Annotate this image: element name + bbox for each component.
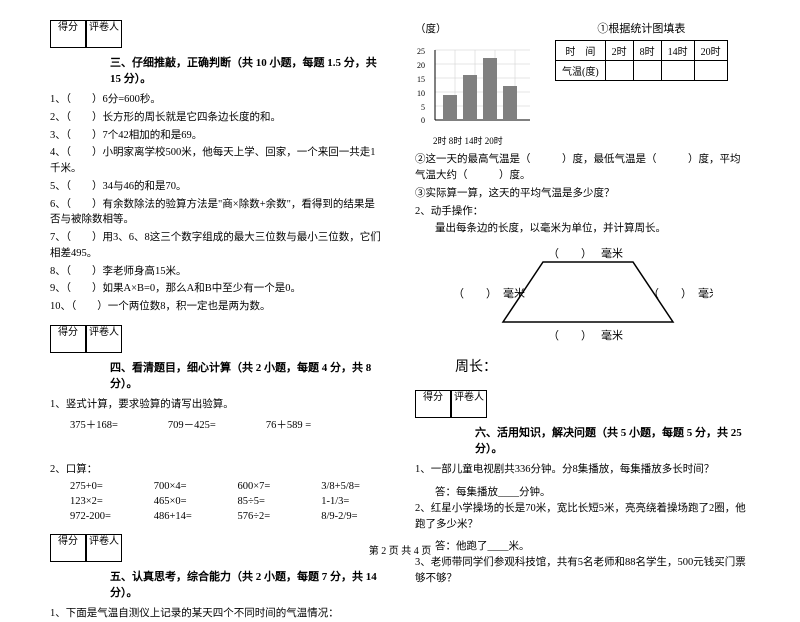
calc-grid: 275+0= 700×4= 600×7= 3/8+5/8= 123×2= 465…: [70, 481, 385, 522]
q-item: 9、（ ）如果A×B=0，那么A和B中至少有一个是0。: [50, 281, 385, 297]
calc-row: 375＋168= 709－425= 76＋589 =: [70, 417, 385, 432]
chart-q2: ②这一天的最高气温是（ ）度，最低气温是（ ）度，平均气温大约（ ）度。: [415, 152, 750, 184]
q4-2-label: 2、口算：: [50, 462, 385, 478]
bar-chart: （度） 2520 1510 50: [415, 20, 535, 150]
svg-text:10: 10: [417, 89, 425, 98]
svg-text:毫米: 毫米: [698, 286, 713, 300]
trapezoid-diagram: （ ） 毫米 （ ） 毫米 （ ） 毫米 （ ） 毫米: [453, 247, 713, 347]
page-footer: 第 2 页 共 4 页: [0, 542, 800, 557]
q-item: 8、（ ）李老师身高15米。: [50, 264, 385, 280]
chart-title: ①根据统计图填表: [555, 20, 728, 36]
q5-1: 1、下面是气温自测仪上记录的某天四个不同时间的气温情况：: [50, 606, 385, 622]
a6-1: 答：每集播放____分钟。: [435, 484, 750, 499]
svg-text:（ ）: （ ）: [648, 287, 692, 300]
svg-text:0: 0: [421, 116, 425, 125]
chart-right: ①根据统计图填表 时 间 2时 8时 14时 20时 气温(度): [555, 20, 728, 81]
score-box-4: 得分 评卷人: [50, 325, 385, 353]
q-item: 6、（ ）有余数除法的验算方法是"商×除数+余数"，看得到的结果是否与被除数相等…: [50, 197, 385, 229]
section-3-items: 1、（ ）6分=600秒。 2、（ ）长方形的周长就是它四条边长度的和。 3、（…: [50, 92, 385, 315]
svg-text:毫米: 毫米: [601, 328, 623, 342]
chart-area: （度） 2520 1510 50: [415, 20, 750, 150]
section-4-title: 四、看清题目，细心计算（共 2 小题，每题 4 分，共 8 分）。: [110, 359, 385, 391]
chart-svg: 25 20 15 10 5 0: [415, 40, 535, 130]
svg-text:15: 15: [417, 75, 425, 84]
score-box-6: 得分 评卷人: [415, 390, 750, 418]
score-label: 得分: [50, 20, 86, 48]
q-item: 5、（ ）34与46的和是70。: [50, 179, 385, 195]
grader-label: 评卷人: [86, 20, 122, 48]
q-item: 3、（ ）7个42相加的和是69。: [50, 128, 385, 144]
q-item: 7、（ ）用3、6、8这三个数字组成的最大三位数与最小三位数，它们相差495。: [50, 230, 385, 262]
q4-1-label: 1、竖式计算，要求验算的请写出验算。: [50, 397, 385, 413]
svg-text:25: 25: [417, 47, 425, 56]
measure-title: 2、动手操作：: [415, 204, 750, 220]
q-item: 4、（ ）小明家离学校500米，他每天上学、回家，一个来回一共走1千米。: [50, 145, 385, 177]
section-5-title: 五、认真思考，综合能力（共 2 小题，每题 7 分，共 14 分）。: [110, 568, 385, 600]
q6-3: 3、老师带同学们参观科技馆，共有5名老师和88名学生，500元钱买门票够不够？: [415, 555, 750, 587]
q-item: 10、（ ）一个两位数8，积一定也是两为数。: [50, 299, 385, 315]
score-box-3: 得分 评卷人: [50, 20, 385, 48]
svg-text:（ ）: （ ）: [548, 329, 592, 342]
chart-q3: ③实际算一算，这天的平均气温是多少度？: [415, 186, 750, 202]
perimeter-label: 周长：: [455, 357, 750, 378]
svg-text:20: 20: [417, 61, 425, 70]
measure-sub: 量出每条边的长度，以毫米为单位，并计算周长。: [415, 221, 750, 237]
right-column: （度） 2520 1510 50: [415, 20, 750, 520]
section-3-title: 三、仔细推敲，正确判断（共 10 小题，每题 1.5 分，共 15 分）。: [110, 54, 385, 86]
data-table: 时 间 2时 8时 14时 20时 气温(度): [555, 40, 728, 81]
q6-1: 1、一部儿童电视剧共336分钟。分8集播放，每集播放多长时间？: [415, 462, 750, 478]
svg-text:毫米: 毫米: [503, 286, 525, 300]
left-column: 得分 评卷人 三、仔细推敲，正确判断（共 10 小题，每题 1.5 分，共 15…: [50, 20, 385, 520]
svg-text:（ ）: （ ）: [453, 287, 497, 300]
q-item: 1、（ ）6分=600秒。: [50, 92, 385, 108]
section-6-title: 六、活用知识，解决问题（共 5 小题，每题 5 分，共 25 分）。: [475, 424, 750, 456]
svg-text:5: 5: [421, 103, 425, 112]
q6-2: 2、红星小学操场的长是70米，宽比长短5米，亮亮绕着操场跑了2圈，他跑了多少米？: [415, 501, 750, 533]
svg-text:（ ）: （ ）: [548, 247, 592, 260]
svg-text:毫米: 毫米: [601, 247, 623, 260]
q-item: 2、（ ）长方形的周长就是它四条边长度的和。: [50, 110, 385, 126]
